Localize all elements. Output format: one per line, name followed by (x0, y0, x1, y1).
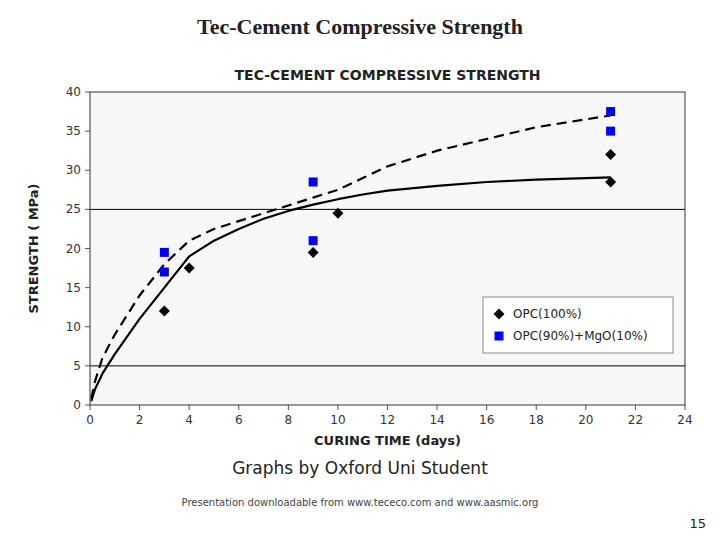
legend-label: OPC(100%) (513, 307, 582, 321)
y-tick (85, 170, 90, 171)
y-tick-label: 5 (73, 359, 81, 373)
x-tick (139, 405, 140, 410)
curve (91, 177, 610, 401)
x-tick (288, 405, 289, 410)
x-tick (585, 405, 586, 410)
legend-label: OPC(90%)+MgO(10%) (513, 329, 648, 343)
y-tick (85, 92, 90, 93)
legend-box (483, 297, 673, 353)
scatter-point (606, 127, 615, 136)
scatter-point (605, 176, 616, 187)
y-tick-label: 10 (66, 320, 81, 334)
y-tick-label: 20 (66, 242, 81, 256)
y-tick-label: 25 (66, 202, 81, 216)
plot-frame (90, 92, 685, 405)
scatter-point (332, 208, 343, 219)
x-tick (437, 405, 438, 410)
x-tick (337, 405, 338, 410)
reference-line (90, 365, 685, 366)
x-tick-label: 22 (628, 413, 643, 427)
x-tick (536, 405, 537, 410)
legend-swatch (494, 309, 505, 320)
x-tick-label: 24 (677, 413, 692, 427)
axes: 0246810121416182022240510152025303540 (66, 85, 693, 427)
x-tick (90, 405, 91, 410)
y-tick (85, 131, 90, 132)
y-tick-label: 30 (66, 163, 81, 177)
scatter-point (605, 149, 616, 160)
y-tick-label: 0 (73, 398, 81, 412)
chart-title: TEC-CEMENT COMPRESSIVE STRENGTH (235, 67, 541, 83)
x-tick (685, 405, 686, 410)
y-tick (85, 209, 90, 210)
legend-swatch (495, 332, 504, 341)
scatter-point (308, 247, 319, 258)
x-tick-label: 4 (185, 413, 193, 427)
y-tick (85, 287, 90, 288)
scatter-point (309, 236, 318, 245)
scatter-point (606, 107, 615, 116)
x-tick (486, 405, 487, 410)
x-axis-label: CURING TIME (days) (314, 433, 461, 448)
scatter-point (159, 306, 170, 317)
x-tick-label: 16 (479, 413, 494, 427)
legend: OPC(100%) OPC(90%)+MgO(10%) (483, 297, 673, 353)
x-tick (238, 405, 239, 410)
x-tick-label: 0 (86, 413, 94, 427)
scatter-point (309, 177, 318, 186)
x-tick-label: 12 (380, 413, 395, 427)
scatter-point (160, 267, 169, 276)
y-tick-label: 40 (66, 85, 81, 99)
slide-number: 15 (689, 516, 706, 531)
footer-small: Presentation downloadable from www.tecec… (182, 497, 539, 508)
x-tick-label: 2 (136, 413, 144, 427)
x-tick-label: 8 (285, 413, 293, 427)
footer-text: Graphs by Oxford Uni Student (232, 458, 488, 478)
y-tick (85, 365, 90, 366)
chart-container: Tec-Cement Compressive Strength TEC-CEMEN… (0, 0, 720, 540)
slide-title: Tec-Cement Compressive Strength (197, 14, 523, 39)
scatter-point (160, 248, 169, 257)
x-tick-label: 6 (235, 413, 243, 427)
reference-line (90, 209, 685, 210)
y-tick-label: 35 (66, 124, 81, 138)
y-tick (85, 248, 90, 249)
plot-data (90, 107, 685, 401)
curve (91, 115, 610, 398)
x-tick-label: 18 (529, 413, 544, 427)
x-tick (189, 405, 190, 410)
y-tick (85, 405, 90, 406)
plot-background (90, 92, 685, 405)
x-tick (635, 405, 636, 410)
y-tick-label: 15 (66, 281, 81, 295)
y-tick (85, 326, 90, 327)
x-tick-label: 14 (429, 413, 444, 427)
chart-svg: Tec-Cement Compressive Strength TEC-CEMEN… (0, 0, 720, 540)
x-tick-label: 10 (330, 413, 345, 427)
x-tick-label: 20 (578, 413, 593, 427)
x-tick (387, 405, 388, 410)
scatter-point (184, 263, 195, 274)
y-axis-label: STRENGTH ( MPa) (26, 183, 41, 313)
